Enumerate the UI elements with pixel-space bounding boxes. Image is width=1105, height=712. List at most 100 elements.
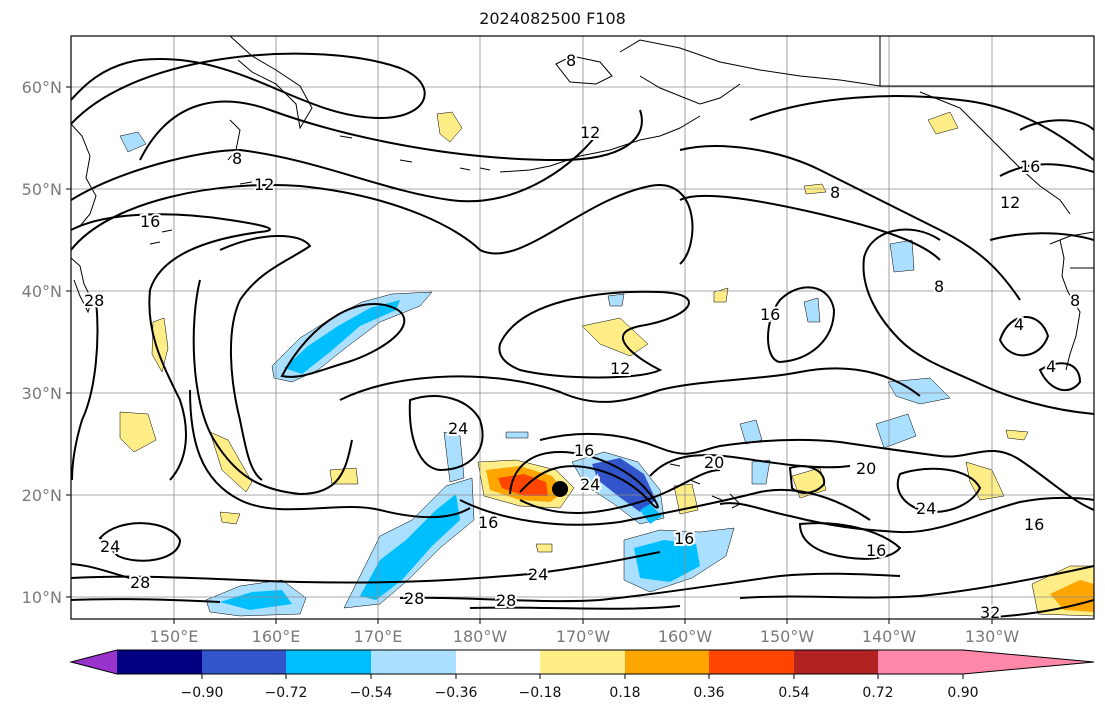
shade-area bbox=[436, 111, 463, 143]
shade-area bbox=[151, 317, 169, 373]
contour-label: 8 bbox=[566, 51, 576, 70]
shade-area bbox=[889, 239, 915, 273]
lat-tick-label: 30°N bbox=[22, 384, 62, 403]
contour-label: 28 bbox=[404, 589, 424, 608]
colorbar-segment bbox=[878, 650, 963, 674]
contour-label: 16 bbox=[674, 529, 694, 548]
shade-area bbox=[927, 111, 959, 135]
contour-label: 20 bbox=[856, 459, 876, 478]
contour-labels: 8 12 12 16 8 28 16 8 16 16 4 4 8 12 24 1… bbox=[82, 49, 1082, 622]
contour-label: 32 bbox=[980, 603, 1000, 622]
colorbar-label: −0.36 bbox=[435, 685, 478, 701]
lon-tick-label: 170°W bbox=[556, 627, 611, 646]
axis-ticks bbox=[66, 86, 993, 624]
shade-area bbox=[634, 540, 700, 582]
lon-tick-label: 150°E bbox=[150, 627, 199, 646]
contour-label: 8 bbox=[934, 277, 944, 296]
contour-lines bbox=[71, 52, 1094, 619]
colorbar-label: 0.18 bbox=[609, 685, 640, 701]
lon-labels: 150°E 160°E 170°E 180°W 170°W 160°W 150°… bbox=[150, 627, 1020, 646]
shade-area bbox=[607, 293, 625, 307]
map-title: 2024082500 F108 bbox=[479, 9, 626, 28]
colorbar: −0.90 −0.72 −0.54 −0.36 −0.18 0.18 0.36 … bbox=[69, 649, 1095, 701]
colorbar-segment bbox=[625, 650, 709, 674]
lon-tick-label: 140°W bbox=[862, 627, 917, 646]
colorbar-segment bbox=[71, 650, 117, 674]
colorbar-label: −0.72 bbox=[265, 685, 308, 701]
contour-label: 16 bbox=[574, 441, 594, 460]
shade-area bbox=[592, 458, 656, 512]
shade-area bbox=[220, 590, 292, 610]
lon-tick-label: 160°E bbox=[252, 627, 301, 646]
colorbar-segment bbox=[371, 650, 456, 674]
shade-area bbox=[1005, 429, 1029, 441]
contour-label: 28 bbox=[84, 291, 104, 310]
colorbar-label: −0.18 bbox=[519, 685, 562, 701]
shade-area bbox=[505, 431, 529, 439]
shade-area bbox=[581, 317, 649, 357]
contour-label: 12 bbox=[610, 359, 630, 378]
contour-label: 20 bbox=[704, 453, 724, 472]
lat-tick-label: 10°N bbox=[22, 588, 62, 607]
colorbar-label: 0.54 bbox=[778, 685, 809, 701]
shade-area bbox=[803, 297, 821, 323]
colorbar-outline bbox=[69, 649, 1095, 675]
contour-label: 24 bbox=[100, 537, 120, 556]
shade-area bbox=[119, 411, 157, 453]
shade-area bbox=[360, 494, 460, 600]
colorbar-label: −0.54 bbox=[350, 685, 393, 701]
contour-label: 8 bbox=[232, 149, 242, 168]
colorbar-segment bbox=[286, 650, 371, 674]
shade-area bbox=[535, 543, 553, 553]
contour-label: 16 bbox=[760, 305, 780, 324]
shade-area bbox=[284, 300, 400, 374]
colorbar-label: −0.90 bbox=[181, 685, 224, 701]
colorbar-label: 0.36 bbox=[693, 685, 724, 701]
colorbar-segment bbox=[540, 650, 625, 674]
contour-label: 4 bbox=[1014, 315, 1024, 334]
colorbar-segment bbox=[456, 650, 540, 674]
map-panel bbox=[71, 36, 1094, 619]
contour-label: 12 bbox=[580, 123, 600, 142]
colorbar-segment bbox=[963, 650, 1094, 674]
shade-area bbox=[119, 131, 147, 153]
lat-labels: 60°N 50°N 40°N 30°N 20°N 10°N bbox=[22, 78, 62, 607]
lat-tick-label: 20°N bbox=[22, 486, 62, 505]
shade-area bbox=[739, 419, 763, 445]
lon-tick-label: 160°W bbox=[658, 627, 713, 646]
contour-label: 16 bbox=[1020, 157, 1040, 176]
contour-label: 24 bbox=[580, 475, 600, 494]
contour-label: 8 bbox=[830, 183, 840, 202]
contour-label: 16 bbox=[1024, 515, 1044, 534]
lon-tick-label: 150°W bbox=[760, 627, 815, 646]
colorbar-label: 0.90 bbox=[947, 685, 978, 701]
contour-label: 28 bbox=[130, 573, 150, 592]
shade-area bbox=[219, 511, 241, 525]
contour-label: 12 bbox=[1000, 193, 1020, 212]
colorbar-segment bbox=[117, 650, 202, 674]
shading-layer bbox=[119, 111, 1094, 617]
contour-label: 24 bbox=[528, 565, 548, 584]
contour-label: 12 bbox=[254, 175, 274, 194]
shade-area bbox=[875, 413, 917, 449]
storm-center-marker bbox=[552, 481, 568, 497]
coastlines bbox=[71, 36, 1094, 509]
contour-label: 28 bbox=[496, 591, 516, 610]
lon-tick-label: 180°W bbox=[453, 627, 508, 646]
contour-label: 24 bbox=[916, 499, 936, 518]
colorbar-segment bbox=[794, 650, 878, 674]
lat-tick-label: 60°N bbox=[22, 78, 62, 97]
lat-tick-label: 50°N bbox=[22, 180, 62, 199]
lat-tick-label: 40°N bbox=[22, 282, 62, 301]
gridlines bbox=[71, 36, 1094, 619]
shade-area bbox=[640, 504, 662, 524]
colorbar-segment bbox=[709, 650, 794, 674]
lon-tick-label: 170°E bbox=[354, 627, 403, 646]
contour-label: 8 bbox=[1070, 291, 1080, 310]
lon-tick-label: 130°W bbox=[965, 627, 1020, 646]
contour-label: 16 bbox=[866, 541, 886, 560]
contour-label: 4 bbox=[1046, 357, 1056, 376]
contour-label: 16 bbox=[140, 212, 160, 231]
contour-label: 16 bbox=[478, 513, 498, 532]
